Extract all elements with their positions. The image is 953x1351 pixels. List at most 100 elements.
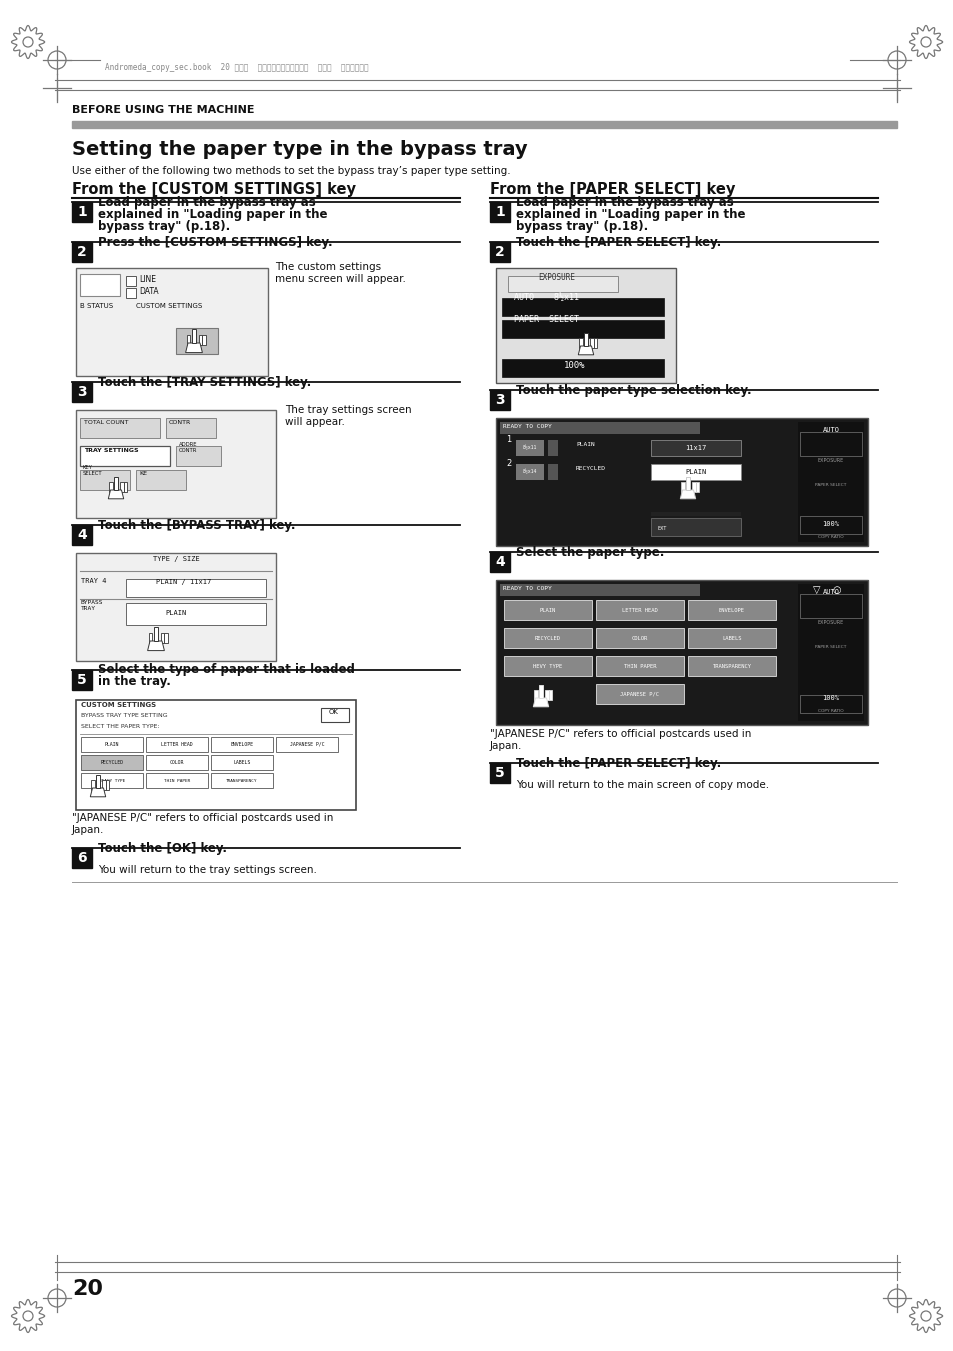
Bar	[547, 463, 558, 480]
Polygon shape	[164, 632, 168, 643]
Bar	[80, 274, 120, 296]
Bar	[71, 670, 91, 690]
Bar	[81, 738, 143, 753]
Text: LABELS: LABELS	[721, 635, 741, 640]
Text: 4: 4	[495, 555, 504, 569]
Text: 11x17: 11x17	[684, 444, 706, 451]
Bar	[490, 553, 510, 571]
Text: PLAIN: PLAIN	[105, 742, 119, 747]
Text: ADDRE
CONTR: ADDRE CONTR	[179, 442, 197, 453]
Text: ENVELOPE: ENVELOPE	[719, 608, 744, 612]
Text: BEFORE USING THE MACHINE: BEFORE USING THE MACHINE	[71, 105, 254, 115]
Text: RECYCLED: RECYCLED	[535, 635, 560, 640]
Bar	[650, 512, 740, 516]
Text: EXPOSURE: EXPOSURE	[817, 458, 843, 463]
Text: PLAIN: PLAIN	[539, 608, 556, 612]
Text: Press the [CUSTOM SETTINGS] key.: Press the [CUSTOM SETTINGS] key.	[98, 236, 333, 249]
Text: HEVY TYPE: HEVY TYPE	[533, 663, 562, 669]
Bar	[166, 417, 215, 438]
Polygon shape	[198, 335, 202, 346]
Text: Load paper in the bypass tray as: Load paper in the bypass tray as	[516, 196, 733, 209]
Text: Andromeda_copy_sec.book  20 ページ  ２００６年１１月２３日  木曜日  午後６時１分: Andromeda_copy_sec.book 20 ページ ２００６年１１月２…	[105, 63, 368, 72]
Text: THIN PAPER: THIN PAPER	[623, 663, 656, 669]
Text: BYPASS
TRAY: BYPASS TRAY	[81, 600, 103, 611]
Polygon shape	[583, 332, 588, 346]
Polygon shape	[124, 482, 127, 492]
Text: EXT: EXT	[658, 526, 667, 531]
Text: TOTAL COUNT: TOTAL COUNT	[84, 420, 129, 426]
Text: 5: 5	[495, 766, 504, 780]
Text: From the [CUSTOM SETTINGS] key: From the [CUSTOM SETTINGS] key	[71, 182, 355, 197]
Text: 100%: 100%	[821, 694, 839, 701]
Polygon shape	[95, 775, 100, 788]
Polygon shape	[680, 482, 684, 492]
Text: 2: 2	[77, 245, 87, 259]
Polygon shape	[578, 346, 593, 355]
Polygon shape	[113, 477, 118, 490]
Text: 1: 1	[495, 205, 504, 219]
Text: 8½x11: 8½x11	[522, 446, 537, 450]
Text: PLAIN: PLAIN	[165, 611, 187, 616]
Bar	[501, 359, 663, 377]
Polygon shape	[534, 690, 537, 700]
Polygon shape	[590, 338, 593, 349]
Bar	[81, 773, 143, 788]
Text: Select the paper type.: Select the paper type.	[516, 546, 663, 559]
Bar	[490, 242, 510, 262]
Polygon shape	[161, 632, 164, 643]
Bar	[175, 446, 221, 466]
Bar	[146, 755, 208, 770]
Bar	[126, 580, 266, 597]
Text: menu screen will appear.: menu screen will appear.	[274, 274, 405, 284]
Text: RECYCLED: RECYCLED	[576, 466, 605, 471]
Text: KEY
SELECT: KEY SELECT	[83, 465, 103, 476]
Polygon shape	[202, 335, 206, 346]
Bar	[146, 773, 208, 788]
Text: 1: 1	[77, 205, 87, 219]
Text: COPY RATIO: COPY RATIO	[818, 709, 842, 713]
Text: in the tray.: in the tray.	[98, 676, 171, 688]
Circle shape	[920, 36, 930, 47]
Text: Touch the [PAPER SELECT] key.: Touch the [PAPER SELECT] key.	[516, 757, 720, 770]
Text: 1: 1	[505, 435, 511, 444]
Text: Touch the paper type selection key.: Touch the paper type selection key.	[516, 384, 751, 397]
Text: ▽: ▽	[812, 585, 820, 594]
Polygon shape	[91, 788, 106, 797]
Bar	[76, 409, 275, 517]
Text: 4: 4	[77, 528, 87, 542]
Polygon shape	[109, 490, 124, 499]
Text: READY TO COPY: READY TO COPY	[502, 586, 551, 590]
Text: CUSTOM SETTINGS: CUSTOM SETTINGS	[136, 303, 202, 309]
Bar	[490, 763, 510, 784]
Text: 3: 3	[77, 385, 87, 399]
Text: "JAPANESE P/C" refers to official postcards used in: "JAPANESE P/C" refers to official postca…	[490, 730, 751, 739]
Polygon shape	[91, 781, 94, 790]
Text: EXPOSURE: EXPOSURE	[537, 273, 575, 282]
Bar	[126, 276, 136, 286]
Bar	[650, 517, 740, 536]
Bar	[501, 299, 663, 316]
Bar	[496, 267, 676, 382]
Text: 2: 2	[495, 245, 504, 259]
Text: The custom settings: The custom settings	[274, 262, 381, 272]
Polygon shape	[192, 328, 196, 343]
Text: PLAIN / 11x17: PLAIN / 11x17	[156, 580, 211, 585]
Text: TRANSPARENCY: TRANSPARENCY	[226, 778, 257, 782]
Bar	[800, 694, 862, 713]
Text: CUSTOM SETTINGS: CUSTOM SETTINGS	[81, 703, 156, 708]
Text: TRAY 4: TRAY 4	[81, 578, 107, 584]
Bar	[76, 553, 275, 661]
Text: RECYCLED: RECYCLED	[100, 761, 123, 765]
Bar	[80, 446, 170, 466]
Text: Load paper in the bypass tray as: Load paper in the bypass tray as	[98, 196, 315, 209]
Bar	[81, 755, 143, 770]
Bar	[175, 328, 218, 354]
Bar	[797, 584, 863, 721]
Text: CONTR: CONTR	[169, 420, 191, 426]
Text: PLAIN: PLAIN	[576, 442, 594, 447]
Bar	[499, 584, 700, 596]
Text: HEAVY TYPE: HEAVY TYPE	[99, 778, 125, 782]
Text: You will return to the tray settings screen.: You will return to the tray settings scr…	[98, 865, 316, 875]
Text: JAPANESE P/C: JAPANESE P/C	[290, 742, 324, 747]
Bar	[490, 390, 510, 409]
